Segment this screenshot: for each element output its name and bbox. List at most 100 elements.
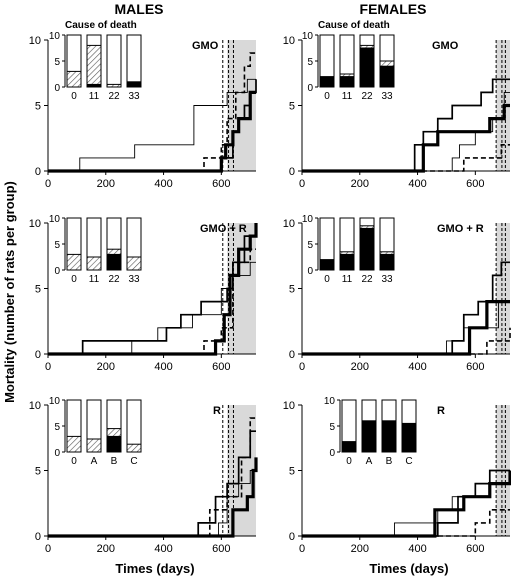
inset-category-label: 22 (108, 91, 120, 102)
inset-category-label: 22 (361, 91, 373, 102)
y-tick-label: 10 (29, 218, 41, 230)
series-line-medium (48, 223, 257, 355)
inset-bar-black-segment (341, 441, 357, 453)
inset-category-label: 0 (71, 456, 77, 467)
inset-y-tick-label: 10 (49, 214, 61, 225)
inset-category-label: 0 (71, 91, 77, 102)
inset-title: Cause of death (318, 20, 390, 31)
series-line-medium (302, 469, 510, 537)
y-tick-label: 5 (289, 284, 295, 296)
series-line-medium (48, 430, 256, 537)
inset-category-label: C (405, 456, 412, 467)
inset-category-label: 0 (71, 274, 77, 285)
inset-bar-hatched-segment (66, 253, 82, 271)
inset-bar-hatched-segment (359, 44, 375, 49)
females-header: FEMALES (360, 1, 427, 17)
inset-category-label: 11 (89, 91, 100, 102)
panel-females-gmo: 0 5 10 0 200 400 600 GMO Cause of death 0 5 10 0 11 22… (283, 20, 510, 190)
inset-y-tick-label: 10 (49, 396, 61, 407)
inset-category-label: A (366, 456, 373, 467)
shaded-region (496, 223, 510, 354)
inset-bar-black-segment (319, 76, 335, 88)
inset-bar-hatched-segment (339, 251, 355, 255)
inset-category-label: 11 (89, 274, 100, 285)
inset-bar-22 (106, 34, 122, 88)
y-tick-label: 5 (289, 466, 295, 478)
inset-category-label: 33 (381, 91, 393, 102)
x-tick-label: 400 (408, 361, 426, 373)
inset-y-tick-label: 5 (54, 240, 60, 251)
inset-bar-black-segment (381, 420, 397, 453)
inset-bar-black-segment (106, 435, 122, 453)
series-line-thick (48, 223, 258, 356)
inset-bar-hatched-segment (359, 225, 375, 229)
panel-title: GMO (432, 40, 459, 52)
inset-y-tick-label: 5 (54, 57, 60, 68)
inset-y-tick-label: 10 (302, 31, 314, 42)
inset-y-tick-label: 0 (54, 448, 60, 459)
y-tick-label: 0 (289, 531, 295, 543)
inset-bar-black-segment (106, 253, 122, 271)
inset-category-label: B (386, 456, 393, 467)
series-line-thick (302, 103, 510, 173)
x-tick-label: 600 (466, 543, 484, 555)
series-line-medium (302, 78, 510, 172)
inset-males-r: 0 5 10 0 A B C (49, 396, 142, 467)
y-tick-label: 0 (35, 349, 41, 361)
inset-females-gmo-r: 0 5 10 0 11 22 33 (302, 214, 395, 285)
series-line-thin (48, 470, 256, 537)
x-tick-label: 200 (351, 178, 369, 190)
series-line-thick (48, 457, 258, 538)
series-line-medium (302, 261, 510, 355)
inset-bar-hatched-segment (86, 44, 102, 85)
y-tick-label: 0 (289, 349, 295, 361)
y-tick-label: 5 (35, 101, 41, 113)
y-tick-label: 5 (289, 101, 295, 113)
x-tick-label: 400 (154, 361, 172, 373)
inset-bar-black-segment (379, 65, 395, 88)
y-tick-label: 10 (283, 218, 295, 230)
y-tick-label: 10 (29, 35, 41, 47)
x-tick-label: 600 (212, 178, 230, 190)
inset-category-label: 22 (361, 274, 373, 285)
panel-title: GMO + R (437, 223, 484, 235)
inset-bar-black-segment (126, 81, 142, 88)
inset-y-tick-label: 0 (329, 448, 335, 459)
inset-bar-hatched-segment (86, 256, 102, 271)
inset-y-tick-label: 5 (307, 240, 313, 251)
series-line-dashed (48, 52, 256, 172)
inset-bar-hatched-segment (106, 83, 122, 88)
series-line-thick (302, 470, 511, 538)
x-axis-label-males: Times (days) (115, 561, 194, 576)
y-tick-label: 10 (29, 400, 41, 412)
y-tick-label: 0 (289, 166, 295, 178)
panel-females-r: 0 5 10 0 200 400 600 R 0 5 10 0 A B C (283, 396, 511, 555)
x-tick-label: 200 (97, 543, 115, 555)
inset-bar-33 (126, 34, 142, 88)
inset-category-label: 0 (324, 91, 330, 102)
series-line-dashed (302, 509, 510, 537)
panel-males-gmo: 0 5 10 0 200 400 600 GMO Cause of death 0 5 10 0 11 22… (29, 20, 257, 190)
y-tick-label: 5 (35, 466, 41, 478)
series-line-dashed (302, 327, 511, 355)
inset-category-label: 33 (381, 274, 393, 285)
inset-females-r: 0 5 10 0 A B C (324, 396, 417, 467)
inset-bar-black-segment (361, 420, 377, 453)
x-tick-label: 400 (154, 543, 172, 555)
inset-y-tick-label: 0 (307, 83, 313, 94)
x-tick-label: 0 (45, 543, 51, 555)
inset-category-label: 33 (128, 274, 140, 285)
x-tick-label: 0 (45, 361, 51, 373)
x-tick-label: 0 (45, 178, 51, 190)
inset-y-tick-label: 0 (307, 266, 313, 277)
x-tick-label: 0 (299, 361, 305, 373)
inset-bar-hatched-segment (66, 435, 82, 453)
inset-category-label: B (111, 456, 118, 467)
inset-bar-hatched-segment (86, 438, 102, 453)
inset-males-gmo-r: 0 5 10 0 11 22 33 (49, 214, 142, 285)
y-tick-label: 10 (283, 400, 295, 412)
y-tick-label: 5 (35, 284, 41, 296)
inset-bar-black-segment (339, 76, 355, 88)
inset-females-gmo: Cause of death 0 5 10 0 11 22 33 (302, 20, 395, 102)
